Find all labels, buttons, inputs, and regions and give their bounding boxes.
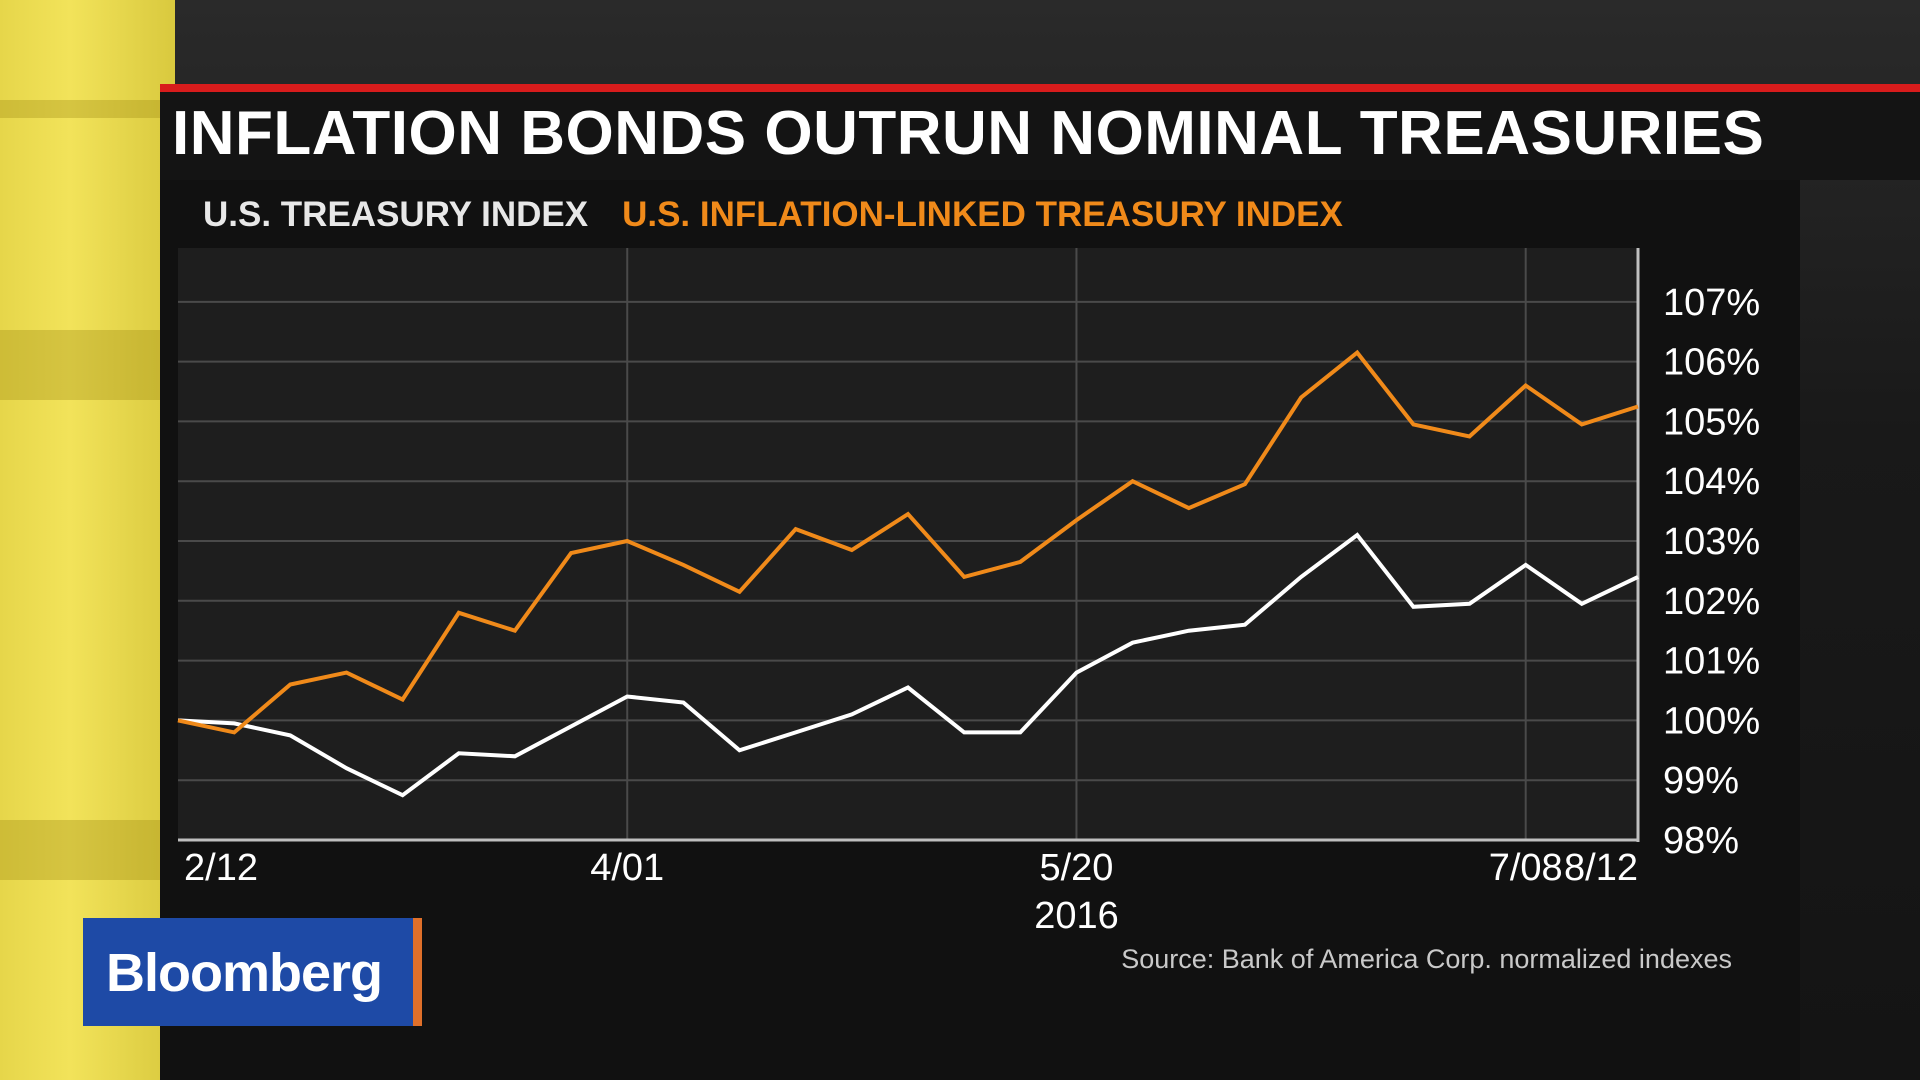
legend-inflation-linked: U.S. INFLATION-LINKED TREASURY INDEX [622,195,1343,234]
x-tick-label: 2/12 [184,847,258,889]
strip-band [0,820,175,880]
x-year-label: 2016 [1034,895,1119,937]
logo-accent [413,918,422,1026]
y-tick-label: 100% [1663,700,1760,742]
chart-title: INFLATION BONDS OUTRUN NOMINAL TREASURIE… [172,99,1765,168]
bloomberg-logo-text: Bloomberg [106,943,383,1003]
x-tick-label: 5/20 [1039,847,1113,889]
plot-area [178,248,1638,840]
y-tick-label: 103% [1663,521,1760,563]
legend: U.S. TREASURY INDEX U.S. INFLATION-LINKED… [203,195,1377,235]
strip-band [0,100,175,118]
series-line-inflation-linked [177,349,1639,735]
y-tick-label: 102% [1663,581,1760,623]
y-tick-label: 99% [1663,760,1739,802]
x-tick-label: 7/08 [1489,847,1563,889]
legend-treasury: U.S. TREASURY INDEX [203,195,589,234]
x-tick-label: 8/12 [1564,847,1638,889]
series-line-treasury [177,532,1639,798]
y-tick-label: 104% [1663,461,1760,503]
y-tick-label: 107% [1663,282,1760,324]
source-note: Source: Bank of America Corp. normalized… [1121,944,1732,974]
y-tick-label: 98% [1663,820,1739,862]
bloomberg-logo [83,918,417,1026]
x-tick-label: 4/01 [590,847,664,889]
y-tick-label: 105% [1663,401,1760,443]
y-tick-label: 106% [1663,342,1760,384]
y-tick-label: 101% [1663,641,1760,683]
left-yellow-strip [0,0,175,1080]
title-bar [160,92,1920,180]
strip-band [0,330,175,400]
title-rule [160,84,1920,92]
